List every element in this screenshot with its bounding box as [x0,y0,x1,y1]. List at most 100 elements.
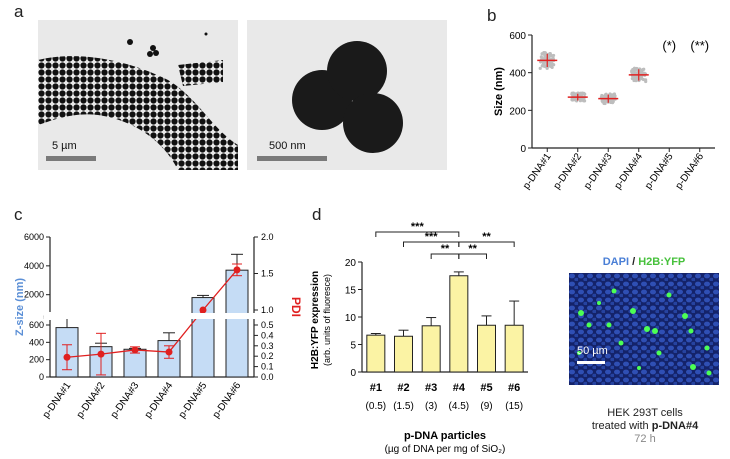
x-tick-label: #2 [397,382,409,394]
data-point [609,100,613,105]
pdi-point [233,266,241,274]
micrograph-scale-label: 50 µm [577,345,608,357]
bar [366,334,386,373]
data-point [549,54,554,58]
micrograph-cells [569,273,719,385]
scale-bar [257,156,327,161]
x-tick-label: p-DNA#3 [109,380,142,420]
x-tick-sublabel: (9) [480,401,492,412]
x-tick-label: #5 [480,382,492,394]
x-tick-label: p-DNA#5 [643,151,676,191]
data-point [549,64,553,69]
data-point [578,99,582,103]
not-measured-annotation: (**) [690,38,709,53]
significance-label: ** [441,243,450,255]
y-tick-label: 15 [345,286,357,297]
y2-tick-label: 0.3 [261,341,274,351]
panel-letter-b: b [487,6,497,25]
pdi-point [97,350,105,358]
y-tick-label: 20 [345,258,357,269]
significance-label: *** [425,231,439,243]
pdi-point [131,346,139,354]
x-tick-sublabel: (1.5) [393,401,414,412]
y-tick-label: 0 [39,372,44,382]
data-point [644,78,648,82]
data-point [603,101,607,106]
data-point [635,76,639,80]
fluorescence-micrograph: 50 µm [569,273,719,385]
data-point [578,91,583,96]
panel-letter-d: d [312,205,322,224]
chart-b-particle-size: 0 200 400 600 Size (nm) p-DNA#1p-DNA#2p-DNA#3… [493,31,715,191]
x-tick-label: p-DNA#5 [177,380,210,420]
data-point [582,91,586,95]
not-measured-annotation: (*) [662,38,676,53]
y-axis-title: H2B:YFP expression [310,271,321,369]
y2-axis-title: PDI [289,297,303,317]
data-point [631,69,635,74]
dapi-label: DAPI [602,256,630,268]
bar [421,325,441,373]
y-tick-label: 6000 [24,232,44,242]
pdi-point [199,306,207,314]
x-tick-sublabel: (4.5) [449,401,470,412]
y2-tick-label: 2.0 [261,232,274,242]
x-tick-label: #1 [370,382,382,394]
bar [504,324,524,373]
yfp-label: H2B:YFP [638,256,686,268]
axis-break-band [44,313,260,319]
x-tick-sublabel: (15) [505,401,523,412]
y2-tick-label: 1.0 [261,305,274,315]
y-tick-label: 600 [509,31,526,42]
y-axis-title: Size (nm) [493,67,505,116]
x-tick-label: p-DNA#6 [211,380,244,420]
micrograph-caption-line1: HEK 293T cells [607,407,683,419]
significance-label: ** [468,243,477,255]
y2-tick-label: 0.2 [261,351,274,361]
tem-image-low-mag: 5 µm [38,20,238,170]
pdi-point [165,348,173,356]
legend-separator: / [629,256,639,268]
x-tick-sublabel: (0.5) [366,401,387,412]
data-point [608,92,612,96]
y-axis-subtitle: (arb. units of fluoresce) [322,274,332,366]
bar [157,340,181,378]
data-point [582,99,587,103]
y2-tick-label: 0.5 [261,320,274,330]
x-tick-label: p-DNA#3 [582,151,615,191]
data-point [639,76,644,80]
bar [477,324,496,373]
scale-bar [46,156,96,161]
data-point [641,67,645,72]
data-point [539,55,543,59]
x-tick-label: #4 [453,382,466,394]
y2-tick-label: 0.0 [261,372,274,382]
x-tick-label: p-DNA#4 [613,151,646,191]
x-axis-title: p-DNA particles [404,430,486,442]
caption-treated: treated with [591,420,652,432]
data-point [548,61,552,66]
significance-label: ** [482,231,491,243]
x-tick-label: p-DNA#4 [143,380,176,420]
data-point [633,75,637,79]
data-point [600,93,604,98]
significance-bracket [375,231,460,237]
y-tick-label: 10 [345,313,357,324]
significance-bracket [458,241,515,247]
significance-label: *** [411,221,425,233]
x-tick-label: p-DNA#1 [41,380,74,420]
data-point [612,92,617,96]
y-tick-label: 2000 [24,290,44,300]
bar [449,275,469,373]
y2-tick-label: 1.5 [261,269,274,279]
pdi-line [66,269,238,358]
bar [394,335,413,373]
tem-particles-cluster [38,32,238,170]
data-point [639,70,643,74]
micrograph-legend: DAPI / H2B:YFP [569,256,719,268]
x-tick-label: p-DNA#2 [75,380,108,420]
y-tick-label: 400 [29,337,44,347]
data-point [552,63,556,67]
bar [225,269,249,378]
